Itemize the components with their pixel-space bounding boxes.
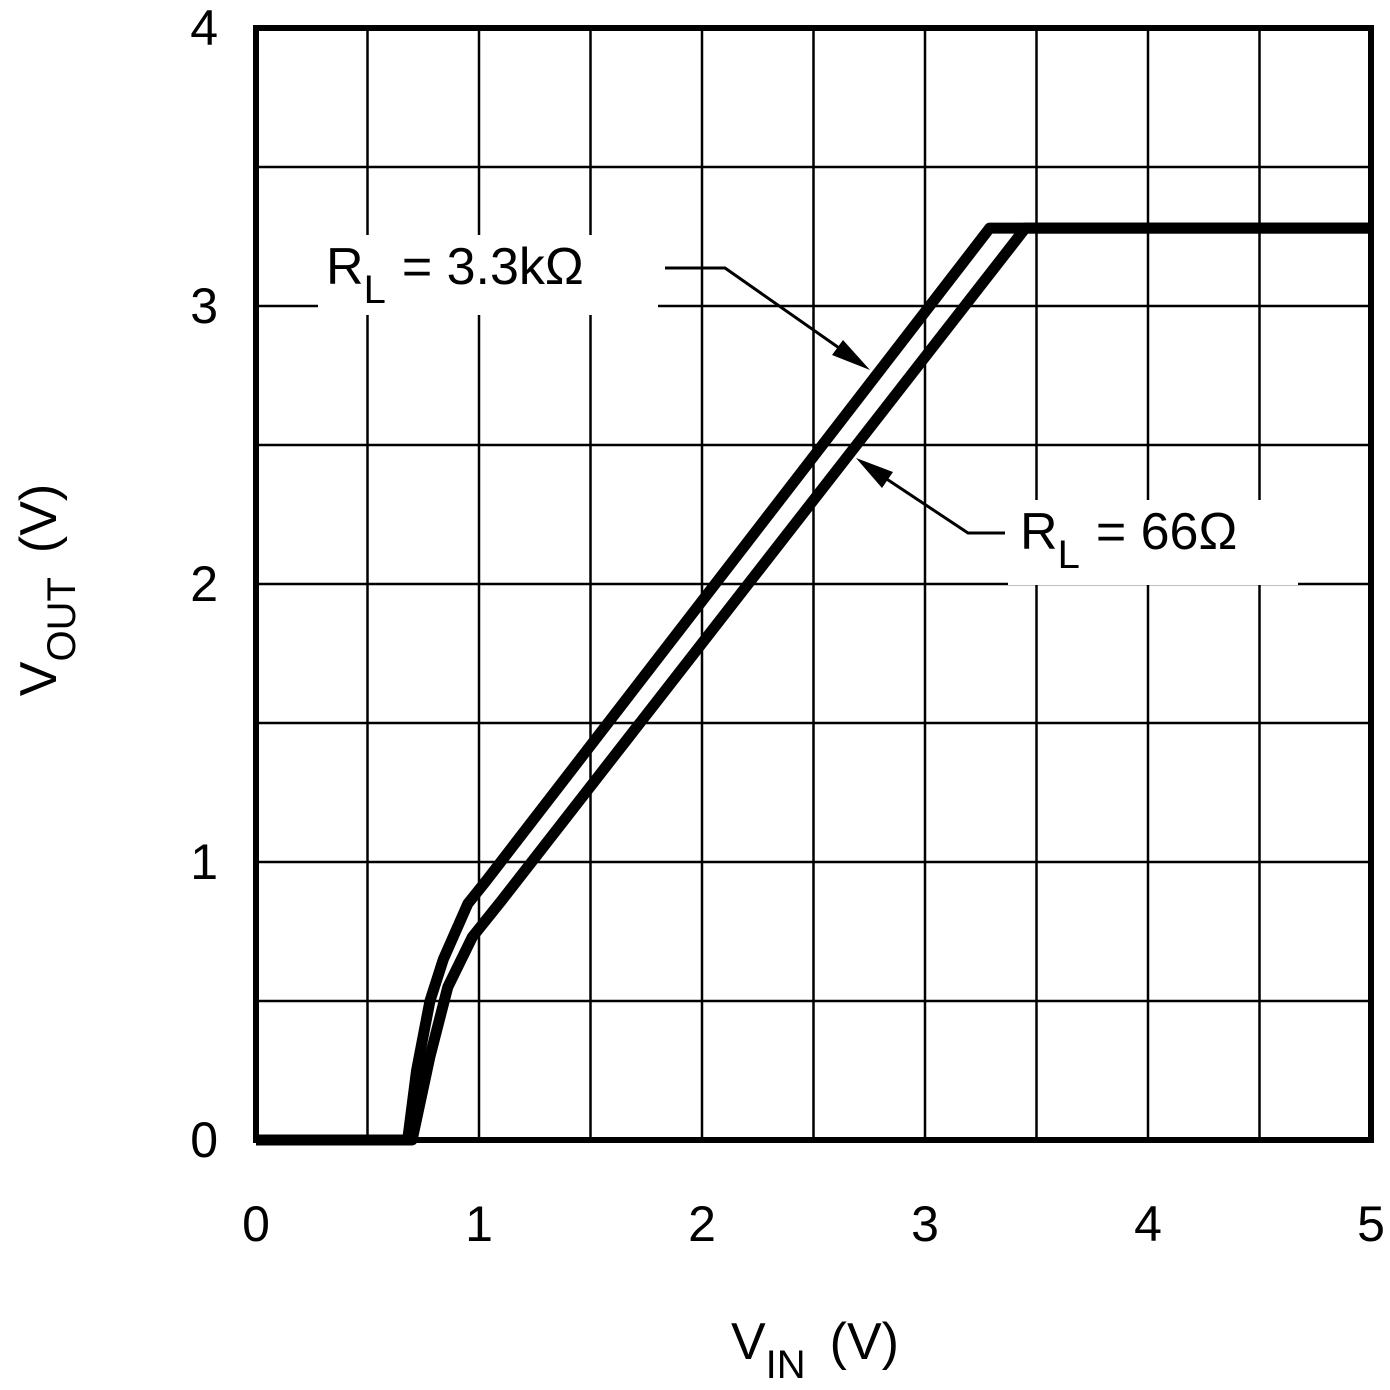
x-label-main: V [731,1313,766,1371]
label-main: R [1020,503,1058,561]
annotation-2: RL = 66Ω [856,458,1298,585]
y-label-main: V [10,661,68,696]
arrow-head [832,340,870,370]
x-tick-label: 1 [465,1196,493,1252]
curves [256,222,1371,1146]
x-label-unit: (V) [830,1313,899,1371]
plot-frame [253,25,1374,1143]
label-bg [318,235,658,315]
label-value: = 3.3kΩ [402,238,584,296]
series-line [256,222,1371,1146]
y-tick-label: 1 [190,834,218,890]
label-sub: L [364,268,386,312]
label-sub: L [1058,533,1080,577]
y-label-sub: OUT [40,577,84,661]
x-label-sub: IN [766,1343,806,1387]
series-label: RL = 66Ω [1020,503,1237,577]
label-main: R [326,238,364,296]
x-tick-label: 5 [1357,1196,1385,1252]
arrow-line [665,266,863,366]
label-value: = 66Ω [1096,503,1238,561]
arrow-head [856,458,893,488]
y-axis-label: VOUT (V) [10,484,84,696]
y-tick-label: 0 [190,1112,218,1168]
y-tick-label: 3 [190,278,218,334]
x-tick-label: 0 [242,1196,270,1252]
series-line [256,222,1371,1146]
y-label-unit: (V) [10,484,68,553]
arrow-line [863,462,1005,535]
x-tick-label: 2 [688,1196,716,1252]
x-tick-label: 4 [1134,1196,1162,1252]
series-label: RL = 3.3kΩ [326,238,584,312]
y-tick-label: 4 [190,0,218,56]
x-tick-label: 3 [911,1196,939,1252]
y-tick-label: 2 [190,556,218,612]
annotation-1: RL = 3.3kΩ [318,235,870,370]
label-bg [1008,500,1298,585]
x-axis-label: VIN (V) [731,1313,899,1387]
